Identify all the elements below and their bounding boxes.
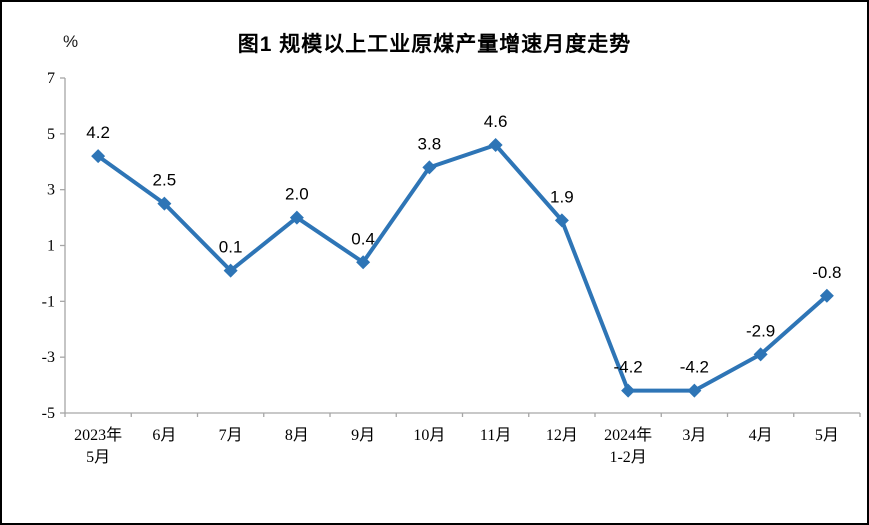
data-point-label: 1.9 bbox=[550, 187, 574, 206]
x-axis-tick-label: 8月 bbox=[285, 427, 309, 444]
axis-lines bbox=[64, 78, 860, 414]
data-point-marker bbox=[289, 210, 304, 225]
data-point-label: 4.6 bbox=[484, 112, 508, 131]
data-point-label: 2.0 bbox=[285, 185, 309, 204]
data-point-label: -4.2 bbox=[680, 358, 709, 377]
x-axis-tick-label: 10月 bbox=[413, 427, 445, 444]
data-point-marker bbox=[356, 255, 371, 270]
data-line bbox=[96, 143, 829, 393]
y-axis-tick-label: 1 bbox=[47, 238, 55, 255]
data-point-label: -2.9 bbox=[746, 321, 775, 340]
data-point-marker bbox=[422, 160, 437, 175]
y-axis-unit-label: % bbox=[63, 32, 79, 51]
data-point-label: 2.5 bbox=[153, 171, 177, 190]
data-point-marker bbox=[819, 288, 834, 303]
y-axis-tick-label: 5 bbox=[47, 126, 55, 143]
x-axis-tick-label: 3月 bbox=[682, 427, 706, 444]
data-point-label: 0.1 bbox=[219, 238, 243, 257]
x-axis-tick-label: 11月 bbox=[480, 427, 511, 444]
data-point-label: 3.8 bbox=[418, 134, 442, 153]
y-axis-tick-label: -1 bbox=[42, 293, 55, 310]
data-point-marker bbox=[621, 383, 636, 398]
x-axis-tick-label: 12月 bbox=[546, 427, 578, 444]
x-axis-tick-label: 2023年 5月 bbox=[74, 426, 122, 466]
x-axis-tick-label: 9月 bbox=[351, 427, 375, 444]
y-axis-tick-label: 7 bbox=[47, 70, 55, 87]
y-axis-tick-label: -5 bbox=[42, 405, 55, 422]
data-point-marker bbox=[157, 196, 172, 211]
x-axis-tick-label: 7月 bbox=[219, 427, 243, 444]
data-point-marker bbox=[753, 347, 768, 362]
y-axis-tick-label: 3 bbox=[47, 182, 55, 199]
data-point-marker bbox=[687, 383, 702, 398]
data-point-marker bbox=[223, 263, 238, 278]
data-point-marker bbox=[91, 149, 106, 164]
data-point-label: 0.4 bbox=[351, 229, 375, 248]
data-point-label: 4.2 bbox=[86, 123, 110, 142]
data-point-label: -0.8 bbox=[812, 263, 841, 282]
data-point-label: -4.2 bbox=[613, 358, 642, 377]
y-axis-tick-label: -3 bbox=[42, 349, 55, 366]
x-axis-tick-label: 6月 bbox=[152, 427, 176, 444]
data-point-marker bbox=[554, 213, 569, 228]
x-axis-tick-label: 5月 bbox=[815, 427, 839, 444]
x-axis-tick-label: 4月 bbox=[749, 427, 773, 444]
x-axis-tick-label: 2024年 1-2月 bbox=[604, 426, 652, 466]
data-point-marker bbox=[488, 138, 503, 152]
chart-title: 图1 规模以上工业原煤产量增速月度走势 bbox=[237, 33, 632, 56]
